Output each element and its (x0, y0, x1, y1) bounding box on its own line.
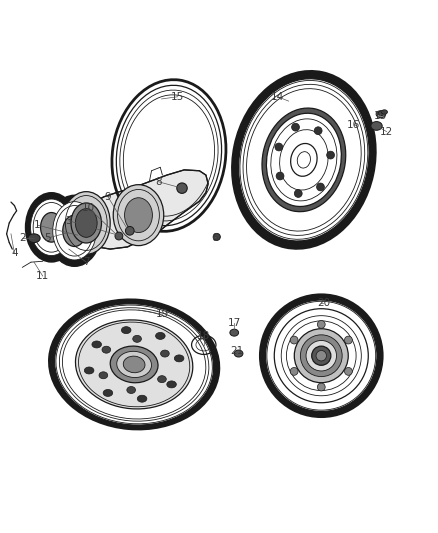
Ellipse shape (230, 329, 239, 336)
Text: 15: 15 (171, 92, 184, 102)
Text: 1: 1 (34, 220, 41, 230)
Ellipse shape (276, 172, 284, 180)
Ellipse shape (327, 151, 335, 159)
Ellipse shape (262, 108, 346, 212)
Ellipse shape (63, 215, 86, 246)
Text: 14: 14 (271, 92, 284, 102)
Ellipse shape (167, 381, 177, 388)
Ellipse shape (260, 295, 382, 417)
Ellipse shape (85, 367, 94, 374)
Ellipse shape (290, 367, 298, 375)
Text: 13: 13 (374, 111, 387, 122)
Ellipse shape (127, 386, 135, 393)
Ellipse shape (294, 329, 348, 383)
Ellipse shape (161, 350, 169, 357)
Ellipse shape (31, 199, 72, 256)
Text: 2: 2 (19, 233, 25, 243)
Ellipse shape (345, 367, 352, 375)
Ellipse shape (316, 351, 326, 361)
Ellipse shape (381, 110, 388, 114)
Ellipse shape (275, 143, 283, 151)
Text: 4: 4 (11, 248, 18, 259)
Ellipse shape (292, 123, 300, 131)
Text: 12: 12 (380, 126, 393, 136)
Ellipse shape (137, 395, 147, 402)
Ellipse shape (41, 213, 62, 242)
Ellipse shape (75, 320, 193, 409)
Text: 16: 16 (347, 120, 360, 130)
Ellipse shape (92, 341, 102, 348)
Ellipse shape (113, 184, 164, 246)
Ellipse shape (133, 335, 141, 342)
Ellipse shape (158, 376, 166, 383)
Text: 9: 9 (105, 192, 111, 202)
Ellipse shape (312, 346, 331, 365)
Ellipse shape (213, 233, 220, 240)
Ellipse shape (155, 333, 165, 340)
Polygon shape (75, 170, 208, 249)
Ellipse shape (318, 383, 325, 391)
Ellipse shape (110, 346, 158, 383)
Ellipse shape (266, 113, 341, 206)
Ellipse shape (103, 390, 113, 397)
Ellipse shape (71, 203, 102, 243)
Ellipse shape (294, 190, 302, 197)
Ellipse shape (306, 341, 336, 371)
Ellipse shape (115, 232, 123, 240)
Text: 17: 17 (228, 318, 241, 328)
Text: 5: 5 (44, 233, 50, 243)
Ellipse shape (233, 71, 375, 248)
Ellipse shape (314, 127, 322, 135)
Ellipse shape (102, 346, 111, 353)
Text: 19: 19 (156, 309, 169, 319)
Ellipse shape (125, 227, 134, 235)
Ellipse shape (177, 183, 187, 193)
Ellipse shape (26, 193, 77, 261)
Text: 8: 8 (155, 176, 161, 187)
Ellipse shape (55, 304, 214, 425)
Text: 7: 7 (83, 257, 89, 267)
Text: 11: 11 (36, 271, 49, 281)
Ellipse shape (345, 336, 352, 344)
Ellipse shape (75, 208, 97, 237)
Ellipse shape (290, 336, 298, 344)
Ellipse shape (318, 320, 325, 328)
Ellipse shape (53, 201, 96, 260)
Ellipse shape (123, 356, 145, 373)
Text: 20: 20 (317, 298, 330, 309)
Ellipse shape (48, 196, 101, 265)
Ellipse shape (121, 327, 131, 334)
Ellipse shape (378, 111, 385, 116)
Ellipse shape (28, 234, 40, 243)
Text: 18: 18 (197, 331, 210, 341)
Text: 10: 10 (82, 203, 95, 213)
Ellipse shape (376, 111, 386, 118)
Ellipse shape (371, 122, 382, 130)
Text: 21: 21 (230, 346, 243, 357)
Ellipse shape (99, 372, 108, 379)
Ellipse shape (174, 355, 184, 362)
Ellipse shape (239, 79, 369, 241)
Ellipse shape (49, 300, 219, 429)
Ellipse shape (62, 192, 110, 254)
Ellipse shape (234, 350, 243, 357)
Text: 3: 3 (66, 216, 72, 226)
Ellipse shape (317, 183, 325, 191)
Text: 6: 6 (212, 233, 218, 243)
Ellipse shape (124, 198, 152, 232)
Ellipse shape (265, 300, 377, 411)
Ellipse shape (300, 335, 342, 377)
Ellipse shape (117, 351, 152, 377)
